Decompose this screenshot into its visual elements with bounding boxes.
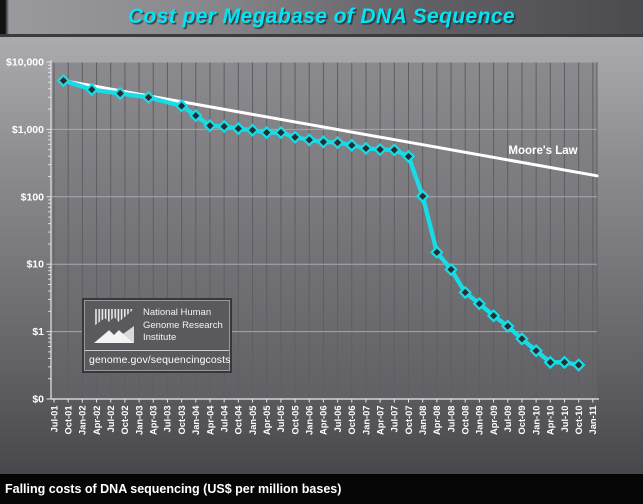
x-tick-label: Apr-08 [432,406,442,435]
x-axis-labels: Jul-01 Oct-01 Jan-02 Apr-02 Jul-02 Oct-02 Jan-… [49,405,598,435]
y-tick-label: $0 [32,394,44,406]
data-point-diamond [189,108,203,123]
data-point-diamond [458,285,472,300]
x-tick-label: Oct-10 [574,406,584,435]
data-point-diamond [501,319,515,334]
chart-title: Cost per Megabase of DNA Sequence [127,5,515,28]
x-tick-label: Apr-06 [319,406,329,435]
x-tick-label: Jul-06 [333,406,343,433]
x-tick-label: Jan-08 [418,406,428,435]
x-tick-label: Jul-07 [390,406,400,433]
nhgri-helix-logo-icon [94,308,134,343]
x-tick-label: Jan-04 [191,405,201,435]
logo-row: National Human Genome Research Institute [85,301,229,350]
data-point-diamond [85,82,99,97]
data-point-diamond [472,296,487,311]
x-tick-label: Jul-04 [219,405,229,433]
title-bar: Cost per Megabase of DNA Sequence [0,0,643,37]
x-tick-label: Jan-05 [248,406,258,435]
data-point-diamond [529,343,543,358]
data-point-diamond [113,86,127,101]
data-point-diamond [330,135,345,150]
org-line-2: Genome Research [143,319,223,331]
y-tick-label: $10 [26,259,44,271]
data-point-diamond [557,355,572,370]
y-tick-label: $10,000 [6,57,44,69]
x-tick-label: Apr-10 [546,406,556,435]
data-point-diamond [401,149,416,164]
org-line-3: Institute [143,332,177,344]
data-point-diamond [231,121,246,136]
data-point-diamond [486,308,501,323]
x-tick-label: Oct-04 [234,405,244,435]
data-point-diamond [373,142,387,157]
data-point-diamond [245,123,260,137]
data-point-diamond [387,143,402,157]
y-axis-ticks [46,61,51,400]
x-tick-label: Apr-03 [149,406,159,435]
data-point-diamond [274,125,288,140]
x-tick-label: Oct-05 [290,406,300,435]
x-tick-label: Jan-06 [305,406,315,435]
x-tick-label: Jul-01 [49,406,59,433]
x-tick-label: Jul-08 [446,406,456,433]
data-point-diamond [56,73,71,88]
x-tick-label: Jan-07 [361,406,371,435]
y-tick-label: $1 [32,326,44,338]
x-tick-label: Apr-05 [262,406,272,435]
data-point-diamond [430,245,444,260]
x-tick-label: Oct-03 [177,406,187,435]
x-tick-label: Oct-06 [347,406,357,435]
x-tick-label: Jul-05 [276,406,286,433]
data-point-diamond [259,125,274,140]
x-tick-label: Oct-07 [404,406,414,435]
genome-gov-url: genome.gov/sequencingcosts [85,349,230,370]
x-tick-label: Apr-04 [205,405,215,435]
data-point-diamond [302,133,316,147]
x-tick-label: Oct-09 [517,406,527,435]
moores-law-label: Moore's Law [508,145,577,157]
x-tick-label: Jan-03 [134,406,144,435]
x-tick-label: Oct-01 [63,406,73,435]
data-point-diamond [141,90,156,105]
x-tick-label: Oct-08 [461,406,471,435]
data-point-diamond [415,189,430,203]
cost-series-markers [56,73,586,372]
data-point-diamond [543,355,558,370]
data-point-diamond [316,135,331,149]
org-line-1: National Human [143,307,212,318]
x-tick-label: Jan-02 [78,406,88,435]
data-point-diamond [444,262,458,277]
x-tick-label: Jul-09 [503,406,513,433]
x-tick-label: Jul-03 [163,406,173,433]
data-point-diamond [174,99,189,113]
data-point-diamond [515,332,529,346]
data-point-diamond [359,141,373,156]
x-tick-label: Jan-10 [531,406,541,435]
x-tick-label: Apr-02 [92,406,102,435]
x-tick-label: Apr-07 [375,406,385,435]
data-point-diamond [203,118,217,133]
data-point-diamond [288,130,302,144]
y-tick-label: $100 [21,191,45,203]
x-tick-label: Apr-09 [489,406,499,435]
y-axis-labels: $10,000 $1,000 $100 $10 $1 $0 [6,57,44,406]
x-tick-label: Jul-02 [106,406,116,433]
x-tick-label: Jul-10 [560,406,570,433]
data-point-diamond [345,138,359,153]
org-name: National Human Genome Research Institute [143,307,223,345]
caption-text: Falling costs of DNA sequencing (US$ per… [5,482,342,496]
nhgri-logo-box: National Human Genome Research Institute… [84,300,230,371]
y-tick-label: $1,000 [12,124,44,136]
caption-bar: Falling costs of DNA sequencing (US$ per… [0,474,643,504]
data-point-diamond [571,358,586,372]
x-tick-label: Jan-09 [475,406,485,435]
data-point-diamond [217,119,231,134]
x-tick-label: Jan-11 [588,406,598,435]
x-axis-ticks [53,399,594,403]
x-tick-label: Oct-02 [120,406,130,435]
